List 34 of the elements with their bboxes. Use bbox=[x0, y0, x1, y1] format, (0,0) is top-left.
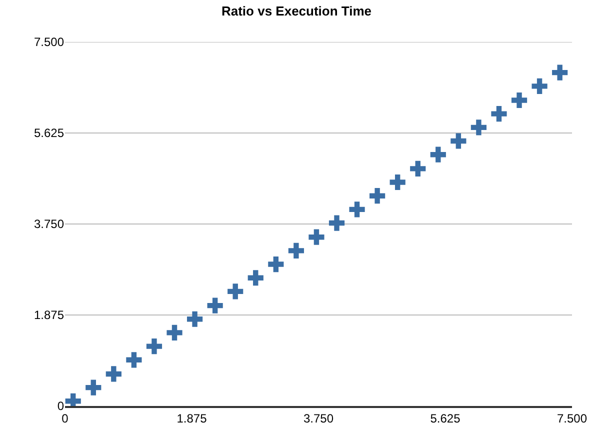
point bbox=[349, 202, 365, 218]
point bbox=[146, 338, 162, 354]
y-tick-label: 3.750 bbox=[34, 217, 64, 232]
point bbox=[308, 229, 324, 245]
point bbox=[86, 380, 102, 396]
point bbox=[207, 298, 223, 314]
point bbox=[491, 106, 507, 122]
point bbox=[450, 133, 466, 149]
point bbox=[126, 352, 142, 368]
x-tick-label: 5.625 bbox=[430, 411, 461, 426]
point bbox=[166, 324, 182, 341]
point bbox=[511, 92, 528, 108]
point bbox=[470, 120, 487, 136]
point bbox=[248, 270, 264, 286]
point bbox=[430, 146, 446, 162]
chart-title: Ratio vs Execution Time bbox=[221, 4, 372, 19]
x-tick-label: 7.500 bbox=[556, 411, 588, 426]
y-tick-label: 1.875 bbox=[34, 308, 64, 322]
point bbox=[268, 256, 284, 272]
point bbox=[228, 284, 244, 300]
point bbox=[288, 242, 304, 258]
point bbox=[532, 78, 548, 94]
y-tick-label: 7.500 bbox=[34, 35, 64, 50]
y-tick-label: 0 bbox=[57, 399, 64, 414]
point bbox=[390, 174, 406, 190]
y-tick-label: 5.625 bbox=[34, 126, 64, 140]
point bbox=[410, 160, 426, 176]
point bbox=[186, 311, 203, 327]
x-tick-label: 3.750 bbox=[303, 411, 334, 426]
point bbox=[106, 366, 122, 382]
point bbox=[328, 215, 345, 231]
point bbox=[552, 64, 568, 80]
point bbox=[370, 188, 386, 204]
x-tick-label: 1.875 bbox=[176, 411, 208, 426]
